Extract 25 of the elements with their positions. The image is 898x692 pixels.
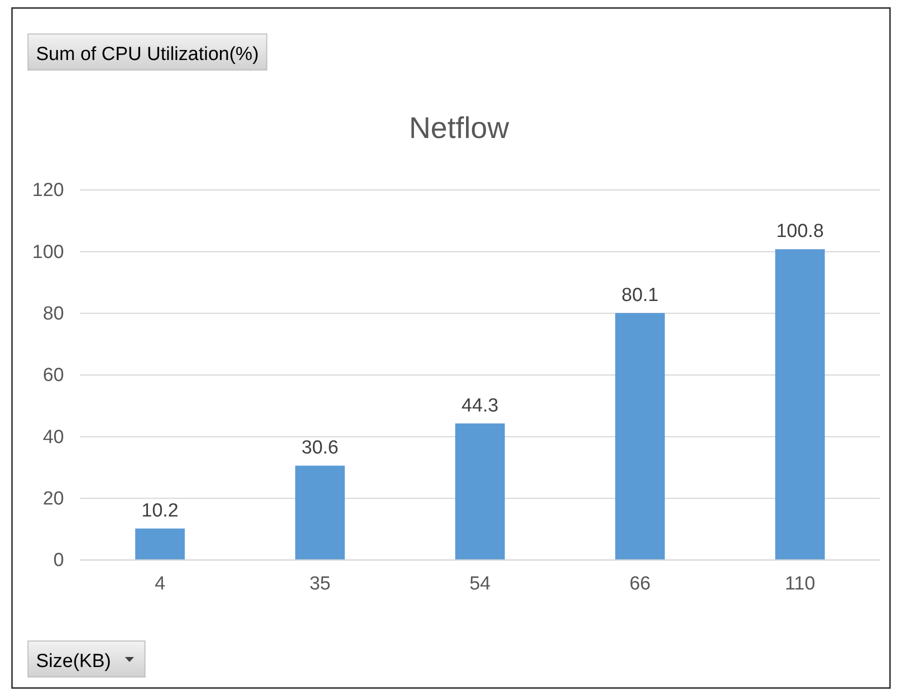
y-tick-label: 120	[32, 180, 64, 202]
y-tick-label: 60	[42, 365, 64, 386]
data-label: 10.2	[142, 500, 178, 522]
bar	[455, 423, 505, 560]
x-tick-label: 54	[469, 573, 491, 594]
x-axis-title: Size(KB)	[36, 651, 111, 672]
text: Sum of CPU Utilization(%)	[36, 44, 259, 65]
bar	[295, 466, 345, 560]
x-tick-label: 35	[309, 573, 331, 594]
data-label: 100.8	[776, 221, 824, 242]
data-label: 80.1	[622, 285, 658, 306]
x-tick-label: 66	[629, 573, 651, 594]
chart-title: Netflow	[408, 112, 510, 145]
data-label: 44.3	[462, 395, 498, 416]
y-tick-label: 20	[42, 488, 64, 510]
x-tick-label: 110	[784, 573, 816, 594]
y-tick-label: 0	[53, 550, 64, 572]
y-tick-label: 40	[42, 426, 64, 448]
bar	[135, 528, 185, 560]
bar	[775, 249, 825, 560]
data-label: 30.6	[302, 438, 338, 459]
bar	[615, 313, 665, 560]
x-tick-label: 4	[154, 573, 166, 594]
y-tick-label: 80	[42, 303, 64, 324]
y-tick-label: 100	[32, 242, 64, 263]
